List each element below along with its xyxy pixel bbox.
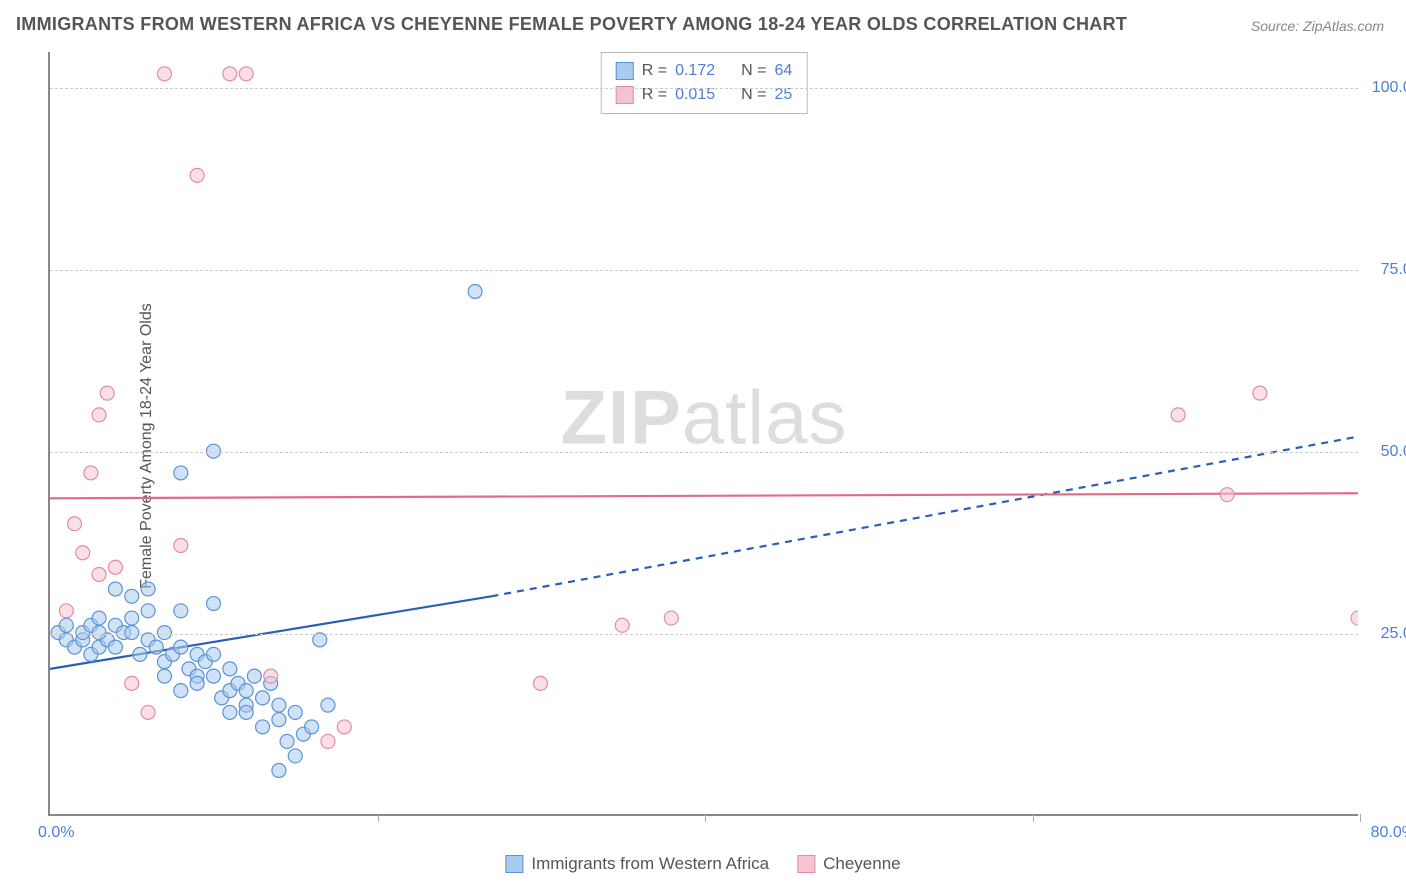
r-value-series2: 0.015 xyxy=(675,83,715,107)
chart-title: IMMIGRANTS FROM WESTERN AFRICA VS CHEYEN… xyxy=(16,14,1127,35)
n-label: N = xyxy=(741,59,766,83)
y-tick-label: 50.0% xyxy=(1381,443,1406,461)
legend-row-series2: R = 0.015 N = 25 xyxy=(616,83,793,107)
gridline-h xyxy=(50,452,1358,453)
r-label: R = xyxy=(642,83,667,107)
legend-row-series1: R = 0.172 N = 64 xyxy=(616,59,793,83)
swatch-series1 xyxy=(616,62,634,80)
x-tick xyxy=(1360,814,1361,822)
chart-svg xyxy=(50,52,1358,814)
r-value-series1: 0.172 xyxy=(675,59,715,83)
r-label: R = xyxy=(642,59,667,83)
series-legend: Immigrants from Western Africa Cheyenne xyxy=(505,854,900,874)
legend-label-series1: Immigrants from Western Africa xyxy=(531,854,769,874)
n-label: N = xyxy=(741,83,766,107)
y-tick-label: 100.0% xyxy=(1372,79,1406,97)
legend-label-series2: Cheyenne xyxy=(823,854,901,874)
x-tick xyxy=(705,814,706,822)
plot-area: ZIPatlas R = 0.172 N = 64 R = 0.015 N = … xyxy=(48,52,1358,816)
legend-item-series2: Cheyenne xyxy=(797,854,901,874)
n-value-series1: 64 xyxy=(774,59,792,83)
swatch-series2 xyxy=(797,855,815,873)
source-attribution: Source: ZipAtlas.com xyxy=(1251,18,1384,34)
legend-item-series1: Immigrants from Western Africa xyxy=(505,854,769,874)
correlation-legend: R = 0.172 N = 64 R = 0.015 N = 25 xyxy=(601,52,808,114)
n-value-series2: 25 xyxy=(774,83,792,107)
x-tick xyxy=(1033,814,1034,822)
gridline-h xyxy=(50,88,1358,89)
x-tick xyxy=(378,814,379,822)
gridline-h xyxy=(50,270,1358,271)
y-tick-label: 75.0% xyxy=(1381,261,1406,279)
x-tick-max: 80.0% xyxy=(1371,824,1406,842)
swatch-series1 xyxy=(505,855,523,873)
gridline-h xyxy=(50,634,1358,635)
x-tick-origin: 0.0% xyxy=(38,824,74,842)
y-tick-label: 25.0% xyxy=(1381,625,1406,643)
